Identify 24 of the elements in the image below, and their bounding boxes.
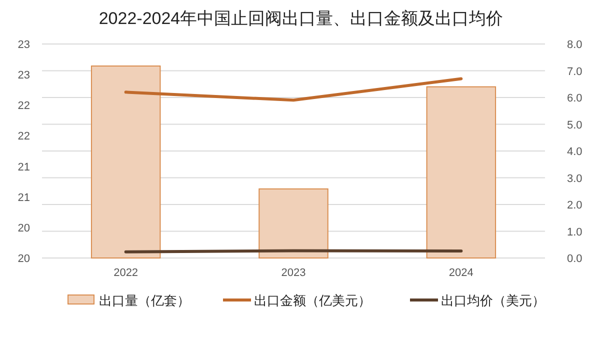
y-tick-label: 23: [18, 39, 30, 51]
y-tick-label: 22: [18, 130, 30, 143]
y-tick-label: 21: [18, 192, 30, 204]
y2-tick-label: 7.0: [567, 66, 582, 78]
y2-tick-label: 8.0: [567, 39, 582, 51]
y-tick-label: 21: [18, 161, 30, 174]
legend-label: 出口金额（亿美元）: [254, 293, 371, 308]
x-tick-label: 2022: [114, 267, 138, 279]
legend-label: 出口均价（美元）: [441, 293, 545, 308]
x-tick-label: 2024: [448, 267, 474, 279]
y2-tick-label: 0.0: [567, 253, 582, 265]
y-tick-label: 23: [18, 70, 30, 82]
y2-tick-label: 5.0: [567, 119, 582, 132]
y2-tick-label: 1.0: [567, 226, 582, 238]
y2-tick-label: 2.0: [567, 200, 582, 212]
y-tick-label: 22: [18, 100, 30, 112]
y-tick-label: 20: [18, 222, 30, 234]
y-tick-label: 20: [18, 253, 30, 265]
chart-title: 2022-2024年中国止回阀出口量、出口金额及出口均价: [98, 9, 504, 28]
legend-label: 出口量（亿套）: [99, 293, 190, 308]
y2-tick-label: 4.0: [567, 146, 582, 158]
y2-tick-label: 3.0: [567, 172, 582, 185]
x-tick-label: 2023: [281, 267, 306, 279]
y2-tick-label: 6.0: [567, 92, 582, 104]
